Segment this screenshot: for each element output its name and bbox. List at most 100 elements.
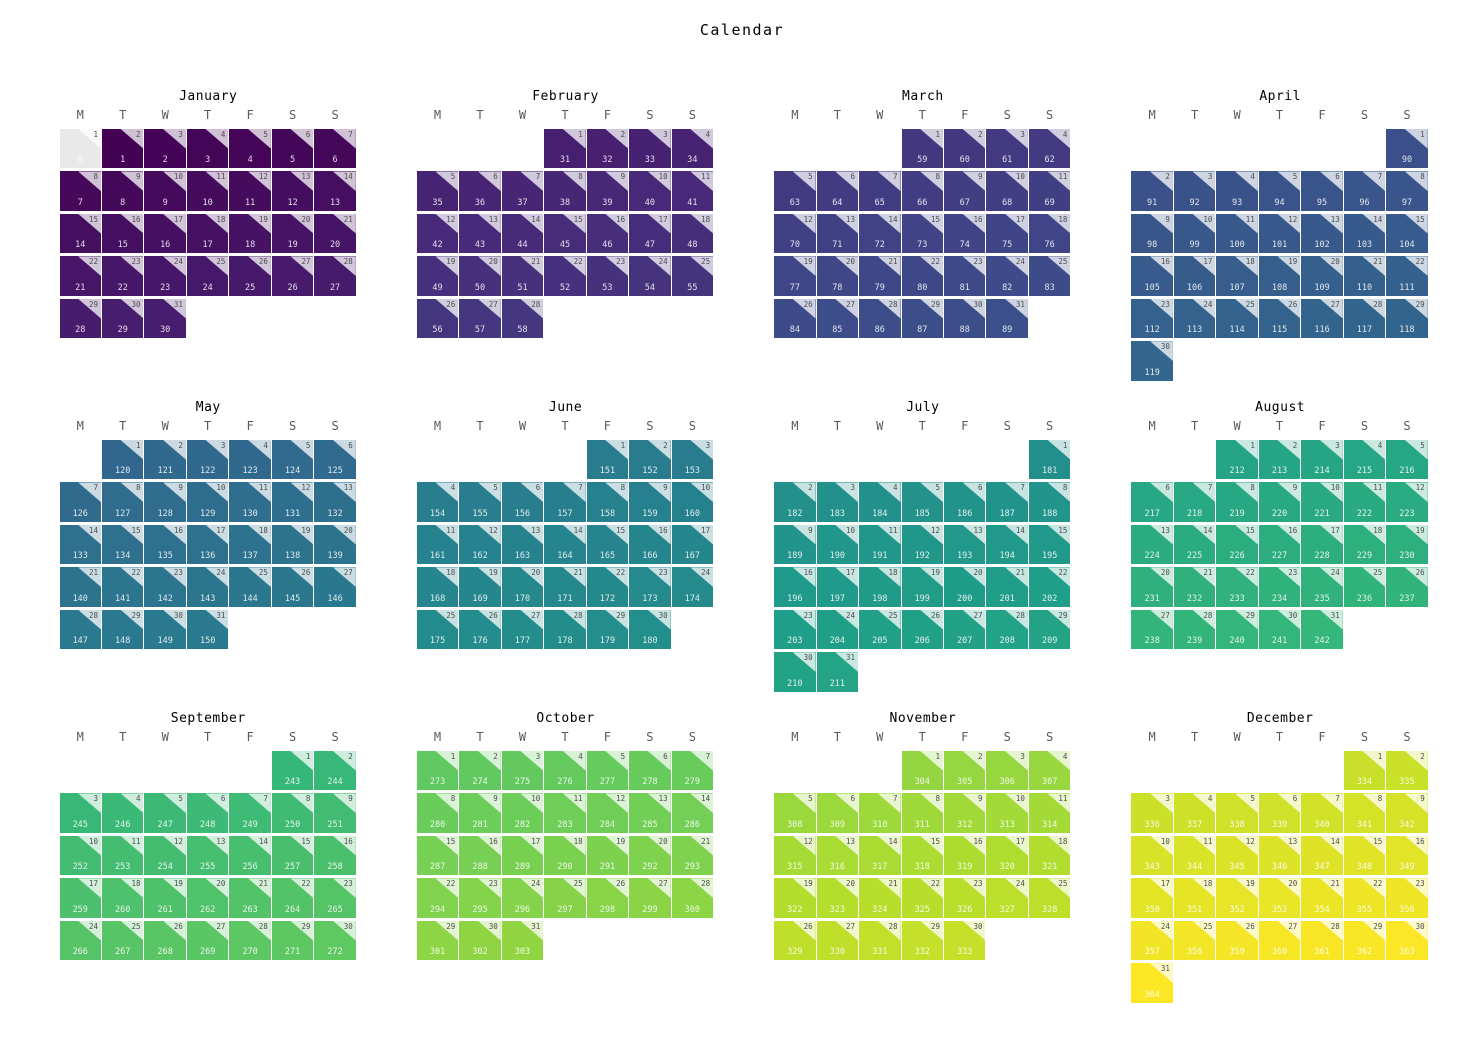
- day-cell-december-10: 10 343: [1131, 835, 1173, 876]
- day-of-year-value: 188: [1041, 508, 1058, 519]
- day-of-year-value: 89: [1002, 325, 1013, 336]
- day-cell-october-31: 31 303: [501, 920, 544, 961]
- day-cell-july-30: 30 210: [774, 652, 816, 692]
- day-cell-february-18: 18 48: [671, 213, 714, 254]
- day-cell-december-15: 15 348: [1343, 835, 1386, 876]
- day-of-year-value: 121: [157, 466, 173, 477]
- day-of-year-value: 78: [832, 282, 843, 293]
- weekday-label: T: [1275, 108, 1284, 122]
- month-december: December M T W T F S S 1 334 2 335 3 336 4 337 5 338 6 339 7…: [1131, 709, 1429, 1003]
- day-of-year-value: 47: [644, 240, 656, 251]
- day-of-month-label: 3: [93, 794, 98, 804]
- day-cell-november-12: 12 315: [774, 835, 816, 876]
- month-title: January: [179, 89, 238, 104]
- day-of-year-value: 258: [327, 862, 343, 873]
- day-cell-april-19: 19 108: [1258, 256, 1301, 296]
- day-cell-june-1: 1 151: [586, 440, 629, 480]
- day-cell-july-31: 31 211: [816, 652, 859, 692]
- day-cell-july-1: 1 181: [1028, 440, 1071, 480]
- day-of-year-value: 226: [1229, 551, 1245, 562]
- day-of-year-value: 90: [1401, 155, 1413, 166]
- day-cell-march-5: 5 63: [774, 171, 816, 211]
- day-of-year-value: 316: [829, 862, 845, 873]
- day-of-year-value: 9: [162, 197, 168, 208]
- weekday-label: T: [476, 108, 484, 122]
- day-of-year-value: 87: [917, 325, 928, 336]
- day-of-month-label: 11: [701, 172, 711, 182]
- day-cell-march-31: 31 89: [986, 298, 1028, 339]
- weekday-label: T: [561, 730, 569, 744]
- day-cell-september-2: 2 244: [314, 751, 356, 791]
- day-of-year-value: 348: [1356, 862, 1373, 873]
- day-of-year-value: 287: [429, 862, 446, 873]
- day-of-year-value: 14: [75, 240, 86, 251]
- day-of-year-value: 143: [199, 593, 216, 604]
- day-of-month-label: 12: [301, 483, 311, 493]
- day-of-year-value: 261: [157, 904, 173, 915]
- day-cell-january-24: 24 23: [144, 256, 186, 296]
- month-title: May: [195, 400, 221, 415]
- month-day-grid: 1 181 2 182 3 183 4 184 5 185 6 186 7 187 8 188 9 189 10 19…: [774, 440, 1072, 692]
- day-of-month-label: 11: [888, 525, 898, 535]
- day-cell-june-11: 11 161: [416, 524, 459, 565]
- day-cell-april-27: 27 116: [1301, 298, 1343, 339]
- day-of-year-value: 81: [959, 282, 970, 293]
- day-of-year-value: 198: [872, 593, 888, 604]
- day-of-month-label: 24: [88, 921, 98, 931]
- day-of-year-value: 51: [517, 282, 528, 293]
- day-of-year-value: 328: [1041, 904, 1058, 915]
- day-cell-march-19: 19 77: [774, 256, 816, 296]
- day-of-month-label: 29: [1058, 610, 1068, 620]
- month-october: October M T W T F S S 1 273 2 274 3 275 4 276 5 277 6 278 7 2…: [416, 709, 715, 961]
- day-of-year-value: 271: [284, 947, 301, 958]
- day-of-month-label: 28: [258, 921, 268, 931]
- day-of-year-value: 43: [474, 240, 486, 251]
- day-cell-july-20: 20 200: [943, 567, 986, 607]
- day-of-month-label: 5: [935, 483, 940, 493]
- day-of-month-label: 3: [705, 441, 711, 450]
- weekday-label: S: [1360, 419, 1369, 433]
- day-of-month-label: 14: [343, 172, 353, 182]
- day-of-month-label: 30: [973, 299, 983, 309]
- day-of-month-label: 4: [1207, 794, 1213, 804]
- month-day-grid: 1 334 2 335 3 336 4 337 5 338 6 339 7 340 8 341 9 342 10 34…: [1131, 751, 1429, 1003]
- day-cell-august-17: 17 228: [1301, 524, 1343, 565]
- day-of-month-label: 21: [1330, 879, 1340, 889]
- day-of-month-label: 8: [620, 483, 626, 493]
- day-of-month-label: 17: [1160, 879, 1170, 889]
- day-of-month-label: 17: [846, 568, 856, 578]
- day-of-year-value: 274: [472, 777, 488, 788]
- day-cell-march-7: 7 65: [859, 171, 901, 211]
- day-of-month-label: 22: [131, 568, 141, 578]
- day-of-year-value: 224: [1144, 551, 1160, 562]
- day-of-month-label: 18: [131, 879, 141, 889]
- day-of-month-label: 2: [493, 752, 498, 761]
- day-of-year-value: 36: [474, 197, 486, 208]
- month-title: December: [1246, 711, 1314, 726]
- day-of-month-label: 19: [1415, 525, 1425, 535]
- weekday-label: W: [876, 730, 884, 744]
- day-of-month-label: 19: [301, 525, 311, 535]
- day-of-year-value: 355: [1356, 904, 1373, 915]
- day-cell-june-7: 7 157: [544, 482, 586, 522]
- figure-title: Calendar: [699, 21, 785, 39]
- day-of-year-value: 0: [77, 155, 83, 166]
- weekday-label: F: [961, 419, 969, 433]
- weekday-label: W: [1233, 730, 1241, 744]
- weekday-label: M: [433, 730, 442, 744]
- day-cell-june-23: 23 173: [629, 567, 671, 607]
- day-cell-february-10: 10 40: [629, 171, 671, 211]
- day-cell-june-3: 3 153: [671, 440, 714, 480]
- day-of-month-label: 28: [701, 879, 711, 889]
- day-of-month-label: 9: [348, 794, 353, 804]
- day-of-year-value: 268: [157, 947, 173, 958]
- day-of-month-label: 20: [1288, 879, 1298, 889]
- day-of-month-label: 31: [216, 610, 226, 620]
- day-cell-may-28: 28 147: [59, 609, 101, 650]
- day-of-month-label: 10: [216, 483, 226, 493]
- day-of-year-value: 150: [199, 636, 216, 647]
- day-cell-september-16: 16 258: [314, 835, 356, 876]
- day-cell-july-10: 10 190: [816, 524, 859, 565]
